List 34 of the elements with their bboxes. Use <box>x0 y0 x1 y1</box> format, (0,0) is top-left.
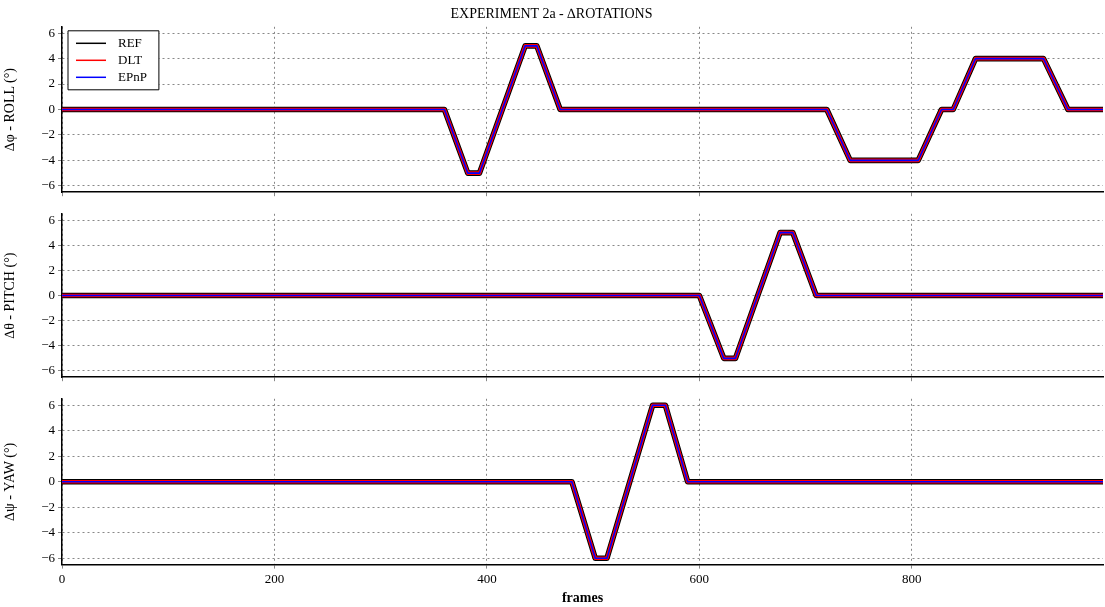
y-tick-label: −6 <box>41 362 56 378</box>
x-axis-title: frames <box>561 590 604 606</box>
y-tick-label: 6 <box>48 211 56 227</box>
y-tick-label: 4 <box>48 236 56 252</box>
y-tick-label: 4 <box>48 50 56 66</box>
x-tick-label: 800 <box>902 570 922 586</box>
y-tick-label: 6 <box>48 24 56 40</box>
y-axis-title: ∆φ - ROLL (°) <box>2 67 19 151</box>
legend-label: REF <box>118 34 142 50</box>
chart-title: EXPERIMENT 2a - ∆ROTATIONS <box>450 6 653 22</box>
y-tick-label: −2 <box>41 312 55 328</box>
x-tick-label: 200 <box>264 570 285 586</box>
legend-label: EPnP <box>118 68 147 84</box>
y-tick-label: −2 <box>41 498 55 514</box>
y-tick-label: −4 <box>41 151 56 167</box>
y-tick-label: 2 <box>48 75 55 91</box>
y-tick-label: 2 <box>48 447 55 463</box>
x-tick-label: 0 <box>58 570 66 586</box>
y-tick-label: −6 <box>41 549 56 565</box>
y-tick-label: 4 <box>48 422 56 438</box>
y-tick-label: 0 <box>48 473 55 489</box>
y-tick-label: 6 <box>48 396 56 412</box>
legend-label: DLT <box>118 51 143 67</box>
y-tick-label: −6 <box>41 177 56 193</box>
y-tick-label: −2 <box>41 126 55 142</box>
x-tick-label: 400 <box>477 570 497 586</box>
x-tick-label: 600 <box>689 570 710 586</box>
y-tick-label: −4 <box>41 524 56 540</box>
y-tick-label: 0 <box>48 286 55 302</box>
y-axis-title: ∆θ - PITCH (°) <box>2 252 19 339</box>
y-tick-label: −4 <box>41 337 56 353</box>
y-axis-title: ∆ψ - YAW (°) <box>2 442 19 521</box>
y-tick-label: 0 <box>48 100 55 116</box>
y-tick-label: 2 <box>48 261 55 277</box>
